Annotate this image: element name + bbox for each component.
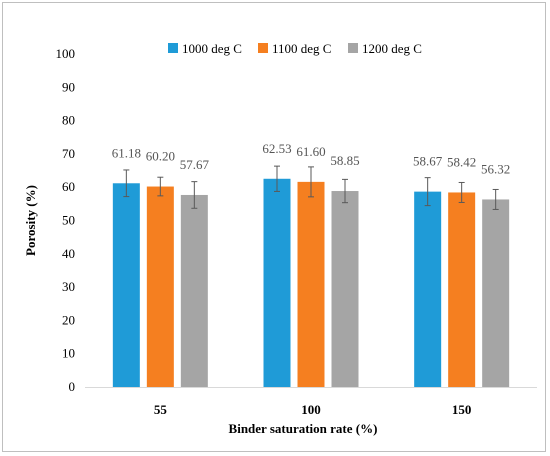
chart-frame: 1000 deg C 1100 deg C 1200 deg C 0 10 20 30 40…	[2, 2, 546, 452]
x-tick-label: 100	[301, 402, 321, 417]
x-axis-title: Binder saturation rate (%)	[229, 421, 378, 436]
legend-swatch	[168, 43, 178, 53]
y-tick-label: 30	[62, 279, 75, 294]
x-axis-ticks: 55 100 150	[154, 402, 472, 417]
y-axis-ticks: 0 10 20 30 40 50 60 70 80 90 100	[56, 46, 76, 394]
bar	[482, 199, 510, 387]
y-tick-label: 0	[69, 379, 76, 394]
data-label: 58.85	[330, 153, 359, 168]
bar	[331, 191, 359, 387]
bar	[180, 194, 208, 387]
x-tick-label: 55	[154, 402, 168, 417]
legend-label: 1000 deg C	[182, 41, 242, 56]
y-tick-label: 10	[62, 346, 75, 361]
y-tick-label: 40	[62, 246, 75, 261]
y-tick-label: 50	[62, 213, 75, 228]
bars: 61.18 60.20 57.67 62.53 61.60 58.85 58.67 58.42…	[112, 141, 510, 387]
data-label: 61.60	[296, 144, 325, 159]
data-label: 56.32	[481, 161, 510, 176]
legend-label: 1200 deg C	[362, 41, 422, 56]
bar	[112, 183, 140, 387]
data-label: 58.42	[447, 154, 476, 169]
legend-swatch	[258, 43, 268, 53]
y-tick-label: 100	[56, 46, 76, 61]
bar	[414, 191, 442, 387]
y-tick-label: 90	[62, 79, 75, 94]
y-tick-label: 60	[62, 179, 75, 194]
data-label: 60.20	[146, 149, 175, 164]
data-label: 58.67	[413, 154, 443, 169]
x-tick-label: 150	[452, 402, 472, 417]
legend-label: 1100 deg C	[272, 41, 331, 56]
y-tick-label: 20	[62, 312, 75, 327]
data-label: 57.67	[180, 157, 210, 172]
bar	[263, 178, 291, 387]
bar	[448, 192, 476, 387]
legend-swatch	[348, 43, 358, 53]
y-axis-title: Porosity (%)	[23, 185, 38, 256]
data-label: 62.53	[262, 141, 291, 156]
y-tick-label: 80	[62, 113, 75, 128]
data-label: 61.18	[112, 145, 141, 160]
y-tick-label: 70	[62, 146, 75, 161]
bar	[297, 181, 325, 387]
legend: 1000 deg C 1100 deg C 1200 deg C	[168, 41, 422, 56]
porosity-bar-chart: 1000 deg C 1100 deg C 1200 deg C 0 10 20 30 40…	[23, 41, 537, 436]
bar	[146, 186, 174, 387]
